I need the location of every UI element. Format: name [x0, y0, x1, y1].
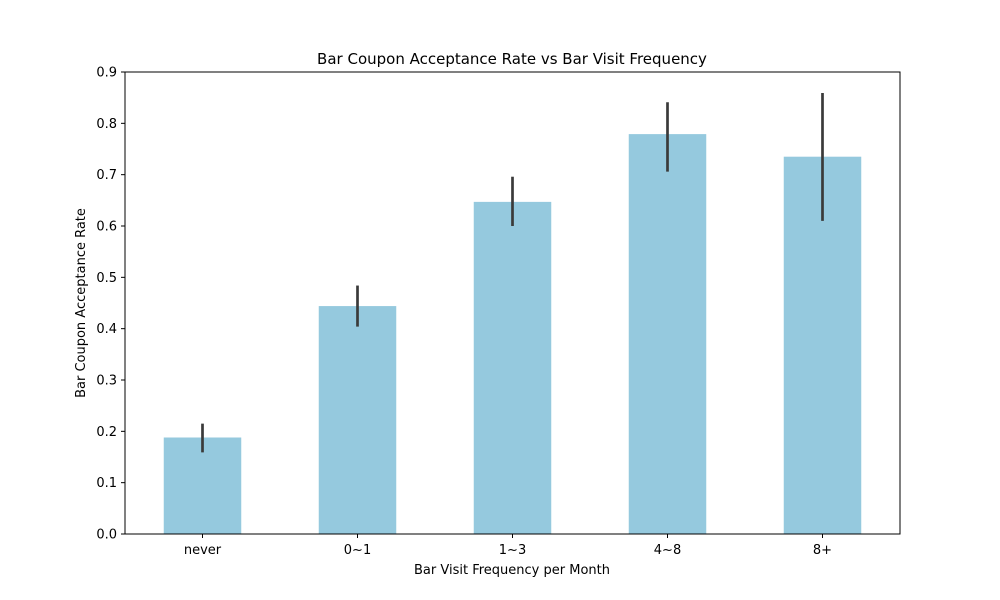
x-tick-label-3: 4~8: [654, 543, 681, 558]
bar-1: [318, 306, 397, 534]
y-tick-label-5: 0.5: [96, 271, 117, 286]
y-tick-label-7: 0.7: [96, 168, 117, 183]
y-tick-label-6: 0.6: [96, 220, 117, 235]
chart-title: Bar Coupon Acceptance Rate vs Bar Visit …: [317, 50, 707, 68]
y-tick-label-3: 0.3: [96, 374, 117, 389]
y-tick-label-1: 0.1: [96, 476, 117, 491]
x-tick-label-1: 0~1: [344, 543, 371, 558]
y-tick-label-9: 0.9: [96, 66, 117, 81]
bar-3: [628, 134, 707, 534]
y-tick-label-4: 0.4: [96, 322, 117, 337]
x-tick-label-0: never: [184, 543, 222, 558]
x-axis-label: Bar Visit Frequency per Month: [414, 563, 610, 578]
y-tick-label-8: 0.8: [96, 117, 117, 132]
x-tick-label-4: 8+: [813, 543, 832, 558]
y-tick-label-0: 0.0: [96, 528, 117, 543]
x-tick-label-2: 1~3: [499, 543, 526, 558]
bar-2: [473, 201, 552, 534]
bar-0: [163, 437, 242, 534]
y-axis-label: Bar Coupon Acceptance Rate: [74, 208, 89, 398]
y-tick-label-2: 0.2: [96, 425, 117, 440]
plot-area: 0.0 0.1 0.2 0.3 0.4 0.5 0.6 0.7 0.8 0.9 never 0~1 1~…: [96, 66, 901, 558]
